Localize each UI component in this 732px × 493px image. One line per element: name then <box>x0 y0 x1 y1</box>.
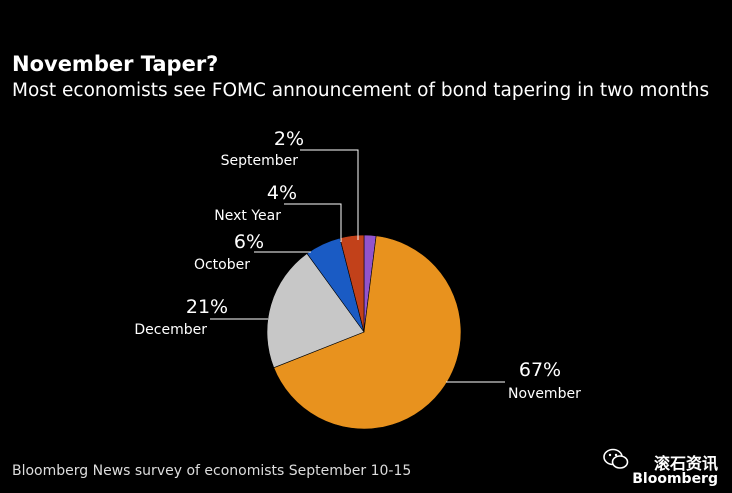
pie-slice-next-year <box>339 234 365 333</box>
category-label-september: September <box>221 153 299 169</box>
chart-title: November Taper? <box>12 52 219 76</box>
category-label-october: October <box>194 257 250 273</box>
category-label-november: November <box>508 386 581 402</box>
source-note: Bloomberg News survey of economists Sept… <box>12 463 412 479</box>
data-label-october: 6% <box>234 231 264 253</box>
watermark-brand: Bloomberg <box>632 471 718 487</box>
leader-line-next-year <box>284 203 342 242</box>
chart-subtitle: Most economists see FOMC announcement of… <box>12 80 710 101</box>
category-label-next-year: Next Year <box>214 208 281 224</box>
data-label-september: 2% <box>274 128 304 150</box>
pie-slice-november <box>273 235 462 430</box>
watermark-chinese: 滚石资讯 <box>653 454 718 473</box>
data-label-next-year: 4% <box>267 182 297 204</box>
data-label-november: 67% <box>519 359 561 381</box>
leader-line-september <box>300 149 359 240</box>
data-label-december: 21% <box>186 296 228 318</box>
pie-slice-december <box>266 253 365 369</box>
category-label-december: December <box>134 322 207 338</box>
wechat-icon <box>603 448 629 469</box>
